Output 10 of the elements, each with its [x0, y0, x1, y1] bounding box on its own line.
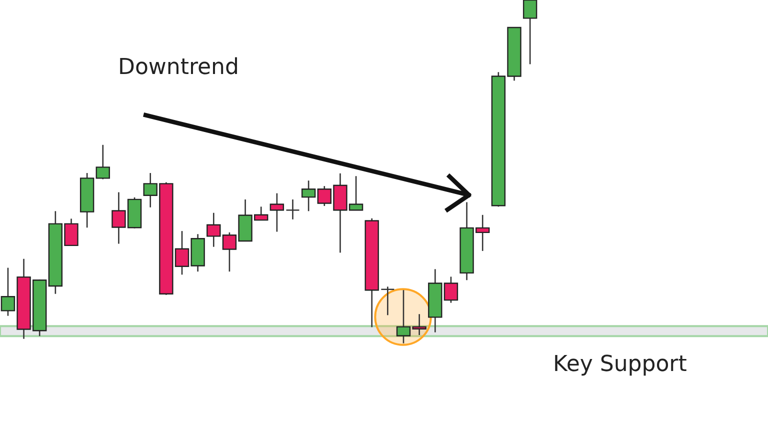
candlestick	[380, 286, 395, 316]
candlestick	[96, 144, 110, 180]
candlestick	[301, 180, 316, 212]
candlestick	[522, 0, 538, 65]
annotation: Downtrend	[118, 55, 239, 80]
candlestick	[206, 212, 221, 248]
candlestick	[270, 192, 284, 232]
band-label: Key Support	[553, 352, 688, 377]
candlestick	[286, 198, 300, 220]
candlestick	[444, 276, 458, 304]
